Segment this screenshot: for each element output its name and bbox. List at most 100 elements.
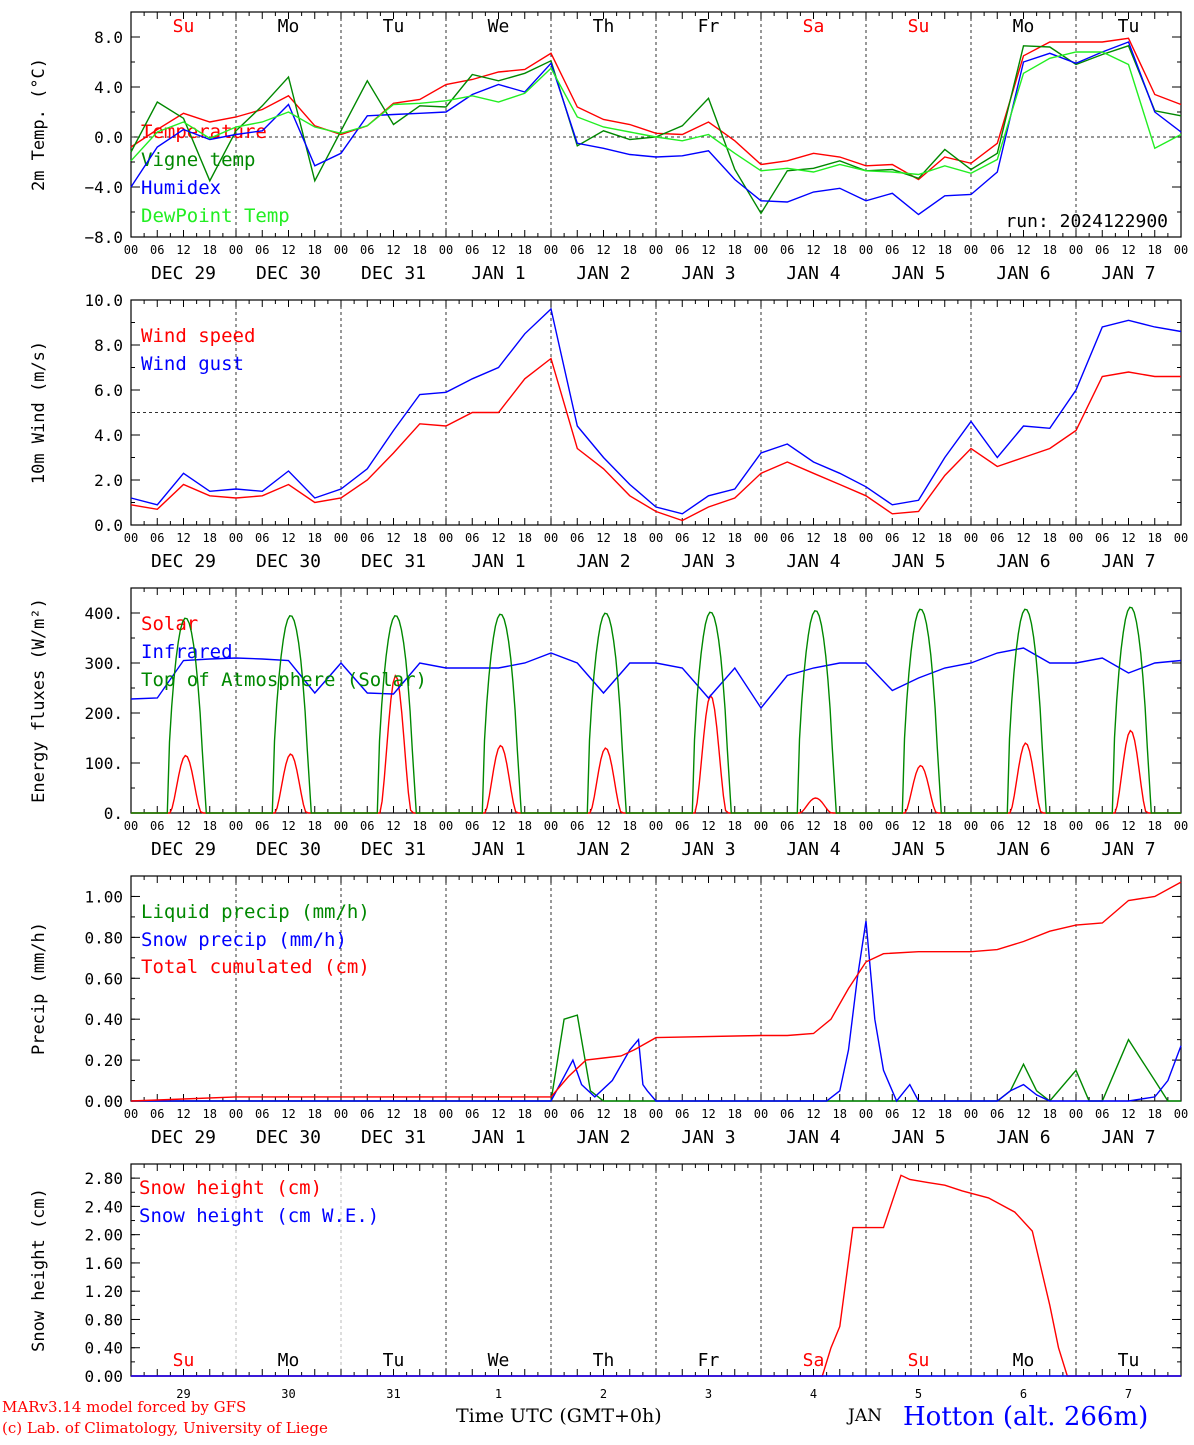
hour-tick-label: 12	[701, 531, 715, 545]
y-tick-label: 4.0	[94, 426, 123, 445]
hour-tick-label: 18	[1148, 819, 1162, 833]
hour-tick-label: 00	[439, 531, 453, 545]
y-tick-label: 1.00	[84, 887, 123, 906]
hour-tick-label: 12	[806, 531, 820, 545]
hour-tick-label: 06	[255, 531, 269, 545]
series-line	[130, 647, 1182, 710]
hour-tick-label: 00	[544, 243, 558, 257]
day-number-label: 30	[281, 1387, 295, 1401]
weekday-label: We	[488, 16, 510, 37]
hour-tick-label: 18	[728, 243, 742, 257]
hour-tick-label: 00	[754, 819, 768, 833]
hour-tick-label: 12	[1121, 1107, 1135, 1121]
hour-tick-label: 06	[675, 243, 689, 257]
legend-label: Wind speed	[141, 325, 255, 347]
hour-tick-label: 12	[281, 243, 295, 257]
hour-tick-label: 06	[675, 531, 689, 545]
hour-tick-label: 00	[1069, 531, 1083, 545]
hour-tick-label: 18	[518, 1107, 532, 1121]
hour-tick-label: 12	[491, 531, 505, 545]
hour-tick-label: 00	[544, 1107, 558, 1121]
hour-tick-label: 18	[833, 243, 847, 257]
hour-tick-label: 18	[1148, 531, 1162, 545]
legend-label: Snow height (cm W.E.)	[139, 1205, 379, 1227]
legend-label: DewPoint Temp	[141, 205, 290, 227]
hour-tick-label: 00	[334, 1107, 348, 1121]
hour-tick-label: 00	[754, 531, 768, 545]
legend-label: Total cumulated (cm)	[141, 956, 370, 978]
hour-tick-label: 12	[1121, 243, 1135, 257]
y-tick-label: 0.00	[84, 1367, 123, 1386]
y-axis-label: Precip (mm/h)	[29, 922, 49, 1055]
weekday-label: Su	[173, 1350, 195, 1371]
hour-tick-label: 18	[938, 1107, 952, 1121]
series-line	[130, 41, 1182, 216]
hour-tick-label: 12	[491, 243, 505, 257]
hour-tick-label: 18	[308, 243, 322, 257]
y-tick-label: 6.0	[94, 381, 123, 400]
hour-tick-label: 00	[859, 819, 873, 833]
weekday-label: Fr	[698, 16, 720, 37]
day-number-label: 4	[810, 1387, 817, 1401]
date-label: DEC 30	[256, 1127, 321, 1148]
date-label: DEC 29	[151, 1127, 216, 1148]
run-label: run: 2024122900	[1005, 211, 1168, 232]
date-label: JAN 3	[681, 551, 735, 572]
hour-tick-label: 18	[623, 819, 637, 833]
weekday-label: Th	[593, 16, 615, 37]
y-tick-label: 0.00	[84, 1092, 123, 1111]
weekday-label: Mo	[1013, 16, 1035, 37]
y-tick-label: −4.0	[84, 178, 123, 197]
y-tick-label: 4.0	[94, 78, 123, 97]
hour-tick-label: 12	[596, 243, 610, 257]
hour-tick-label: 12	[1016, 243, 1030, 257]
hour-tick-label: 12	[911, 819, 925, 833]
weekday-label: Tu	[383, 1350, 405, 1371]
hour-tick-label: 06	[360, 1107, 374, 1121]
hour-tick-label: 18	[623, 1107, 637, 1121]
date-label: JAN 3	[681, 839, 735, 860]
y-tick-label: 2.40	[84, 1197, 123, 1216]
hour-tick-label: 12	[281, 819, 295, 833]
hour-tick-label: 06	[780, 243, 794, 257]
hour-tick-label: 00	[439, 243, 453, 257]
weekday-label: Mo	[278, 1350, 300, 1371]
hour-tick-label: 18	[1043, 819, 1057, 833]
date-label: JAN 6	[996, 839, 1050, 860]
legend-label: Snow height (cm)	[139, 1177, 322, 1199]
date-label: JAN 5	[891, 551, 945, 572]
hour-tick-label: 00	[1174, 531, 1188, 545]
hour-tick-label: 06	[360, 531, 374, 545]
legend-label: Liquid precip (mm/h)	[141, 901, 370, 923]
hour-tick-label: 18	[623, 243, 637, 257]
weekday-label: Tu	[1118, 16, 1140, 37]
date-label: DEC 30	[256, 839, 321, 860]
hour-tick-label: 06	[1095, 243, 1109, 257]
date-label: DEC 29	[151, 839, 216, 860]
date-label: JAN 3	[681, 1127, 735, 1148]
hour-tick-label: 06	[1095, 819, 1109, 833]
day-number-label: 1	[495, 1387, 502, 1401]
series-line	[130, 881, 1182, 1102]
day-number-label: 29	[176, 1387, 190, 1401]
hour-tick-label: 12	[386, 243, 400, 257]
legend-label: Humidex	[141, 177, 221, 199]
hour-tick-label: 06	[780, 1107, 794, 1121]
hour-tick-label: 00	[544, 819, 558, 833]
hour-tick-label: 12	[911, 531, 925, 545]
hour-tick-label: 18	[413, 243, 427, 257]
hour-tick-label: 00	[649, 243, 663, 257]
hour-tick-label: 06	[990, 531, 1004, 545]
weekday-label: We	[488, 1350, 510, 1371]
weekday-label: Mo	[1013, 1350, 1035, 1371]
hour-tick-label: 06	[465, 243, 479, 257]
date-label: JAN 7	[1101, 263, 1155, 284]
lab-credit: (c) Lab. of Climatology, University of L…	[2, 1419, 328, 1437]
date-label: JAN 5	[891, 839, 945, 860]
hour-tick-label: 18	[728, 1107, 742, 1121]
hour-tick-label: 00	[124, 531, 138, 545]
hour-tick-label: 00	[964, 819, 978, 833]
hour-tick-label: 12	[176, 819, 190, 833]
y-tick-label: −8.0	[84, 228, 123, 247]
y-tick-label: 0.20	[84, 1051, 123, 1070]
